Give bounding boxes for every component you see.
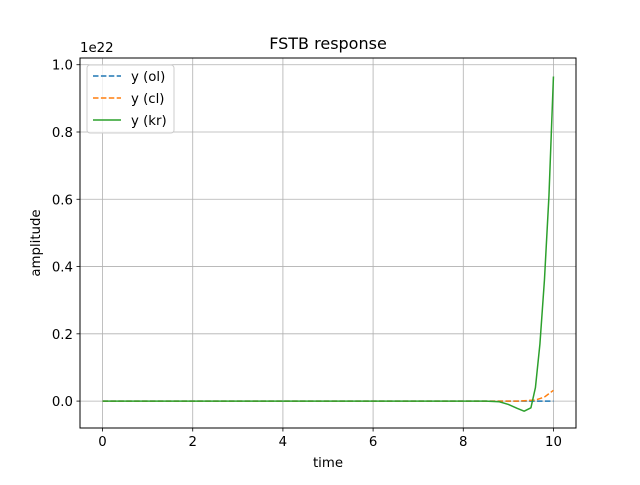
series-line-3 xyxy=(102,76,555,412)
y-scale-label: 1e22 xyxy=(80,41,114,56)
legend-entry-label: y (kr) xyxy=(131,114,167,129)
ticks: 0 2 4 6 8 10 0.0 0.2 0.4 0.6 0.8 1.0 xyxy=(52,59,562,450)
x-axis-label: time xyxy=(313,456,343,471)
chart-title: FSTB response xyxy=(269,34,387,53)
series-lines xyxy=(102,76,555,412)
x-tick-label: 6 xyxy=(369,435,377,450)
y-tick-label: 0.2 xyxy=(52,328,73,343)
legend: y (ol) y (cl) y (kr) xyxy=(86,64,175,134)
plot-frame xyxy=(79,57,577,429)
y-tick-label: 0.4 xyxy=(52,261,73,276)
y-tick-label: 0.6 xyxy=(52,193,73,208)
x-tick-label: 8 xyxy=(459,435,467,450)
x-tick-label: 2 xyxy=(188,435,196,450)
x-tick-label: 4 xyxy=(279,435,287,450)
y-axis-label: amplitude xyxy=(29,209,44,276)
y-tick-label: 0.8 xyxy=(52,126,73,141)
legend-entry-label: y (cl) xyxy=(131,92,164,107)
series-line-2 xyxy=(102,389,554,402)
legend-entry-label: y (ol) xyxy=(131,70,165,85)
x-tick-label: 0 xyxy=(98,435,106,450)
y-tick-label: 1.0 xyxy=(52,59,73,74)
legend-box xyxy=(86,64,175,134)
y-tick-label: 0.0 xyxy=(52,395,73,410)
x-tick-label: 10 xyxy=(545,435,562,450)
